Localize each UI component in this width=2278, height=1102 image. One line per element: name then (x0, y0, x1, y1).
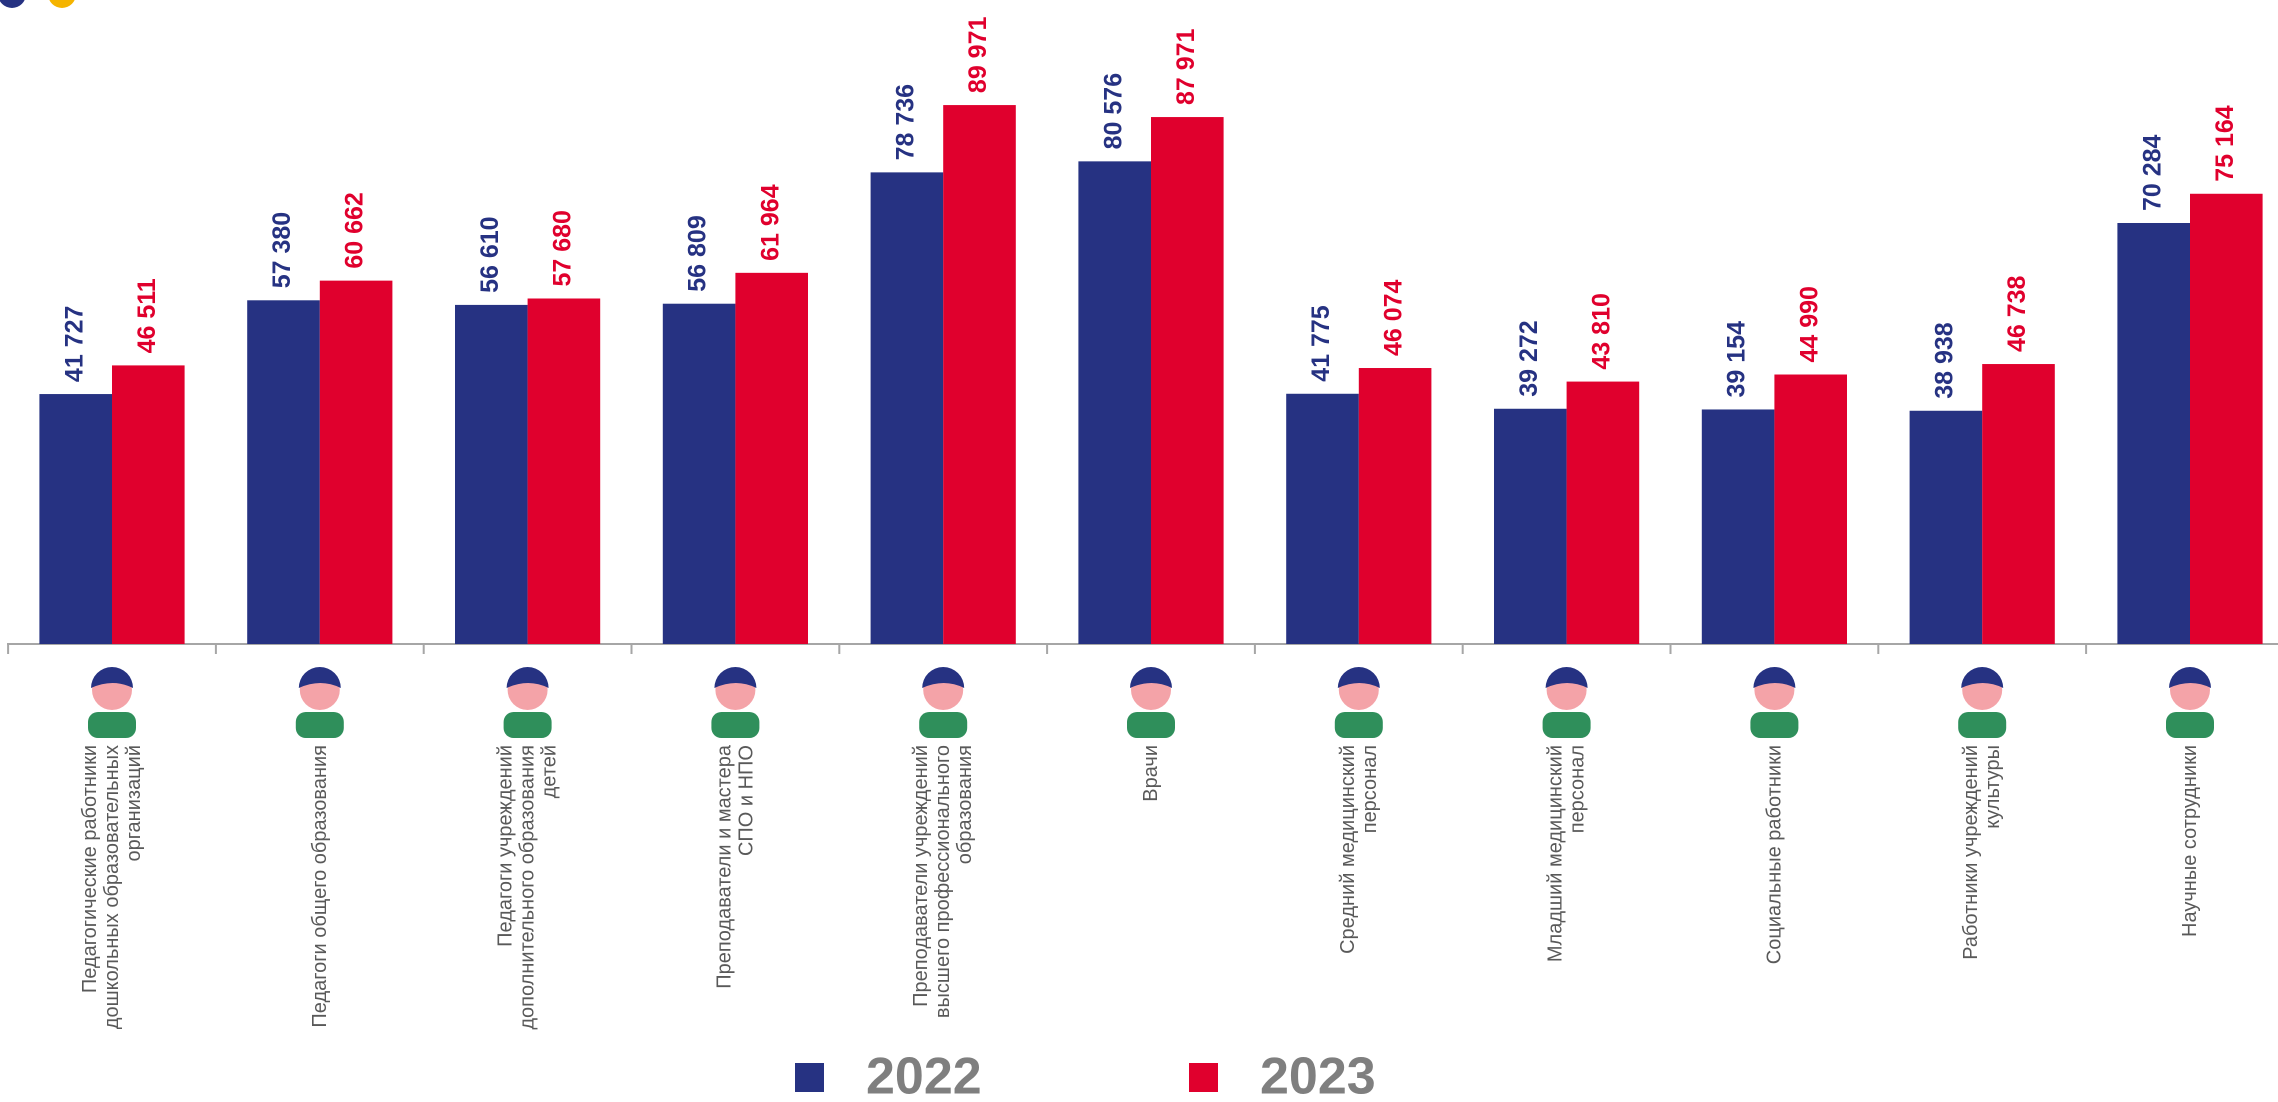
bar (1909, 410, 1983, 644)
value-label: 70 284 (2138, 134, 2166, 211)
category-icon (1958, 667, 2007, 738)
icon-body (1750, 712, 1799, 738)
value-label: 75 164 (2211, 105, 2239, 182)
x-tick-label: Преподаватели учреждений высшего професс… (910, 745, 977, 1019)
bar (735, 272, 808, 644)
icon-hair (1961, 667, 2004, 688)
icon-hair (1545, 667, 1588, 688)
icon-hair (506, 667, 549, 688)
x-tick-label: Средний медицинский персонал (1336, 745, 1381, 954)
category-icon (2166, 667, 2214, 738)
bar (1286, 393, 1359, 644)
bar (527, 298, 601, 644)
bar (1358, 368, 1432, 644)
logo (49, 0, 75, 8)
value-label: 39 272 (1515, 320, 1543, 396)
bar (662, 303, 736, 644)
icon-body (88, 712, 136, 738)
value-label: 39 154 (1723, 321, 1751, 398)
category-icon (1750, 667, 1799, 738)
value-label: 61 964 (756, 184, 784, 261)
x-tick-label: Работники учреждений культуры (1960, 745, 2005, 960)
icon-body (2166, 712, 2214, 738)
x-tick-label: Научные сотрудники (2179, 745, 2201, 937)
icon-hair (922, 667, 965, 688)
icon-hair (1337, 667, 1380, 688)
value-label: 43 810 (1588, 293, 1616, 369)
bar (319, 280, 393, 644)
category-icon (295, 667, 344, 738)
bar (1566, 381, 1640, 644)
category-icon (1542, 667, 1591, 738)
bar (1494, 408, 1567, 644)
bar (943, 105, 1016, 644)
value-label: 56 610 (476, 216, 504, 292)
category-icon (1127, 667, 1175, 738)
bar (2117, 222, 2190, 644)
legend-label: 2023 (1260, 1048, 1376, 1102)
x-tick-label: Преподаватели и мастера СПО и НПО (713, 745, 758, 989)
bar (455, 304, 528, 644)
x-tick-label: Социальные работники (1763, 745, 1786, 965)
value-label: 60 662 (341, 192, 369, 268)
legend-swatch (1189, 1063, 1218, 1092)
icon-hair (91, 667, 133, 688)
category-icon (1334, 667, 1383, 738)
value-label: 56 809 (684, 215, 712, 291)
x-tick-label: Педагоги общего образования (308, 745, 331, 1028)
value-label: 80 576 (1099, 73, 1127, 149)
value-label: 46 074 (1380, 279, 1408, 356)
bar (1774, 374, 1847, 644)
value-label: 57 380 (268, 212, 296, 288)
bar (2190, 193, 2263, 644)
bar (870, 172, 944, 645)
category-icon (88, 667, 136, 738)
bar (112, 365, 185, 644)
value-label: 46 738 (2003, 275, 2031, 352)
x-tick-label: Педагоги учреждений дополнительного обра… (494, 745, 561, 1030)
icon-body (1958, 712, 2007, 738)
icon-body (711, 712, 760, 738)
value-label: 38 938 (1931, 322, 1959, 399)
bar (1151, 117, 1224, 644)
bar (39, 394, 112, 644)
value-label: 87 971 (1172, 28, 1200, 105)
logo (0, 0, 25, 8)
bar (1982, 364, 2055, 644)
icon-body (919, 712, 968, 738)
value-label: 44 990 (1795, 286, 1823, 362)
icon-body (1542, 712, 1591, 738)
icon-hair (298, 667, 341, 688)
value-label: 78 736 (892, 84, 920, 160)
value-label: 57 680 (549, 210, 577, 286)
category-icon (503, 667, 552, 738)
icon-hair (714, 667, 757, 688)
bar (247, 300, 320, 644)
icon-body (1334, 712, 1383, 738)
icon-hair (1753, 667, 1796, 688)
icon-body (1127, 712, 1175, 738)
icon-body (295, 712, 344, 738)
bar (1701, 409, 1775, 644)
x-tick-label: Врачи (1140, 745, 1162, 802)
x-tick-label: Младший медицинский персонал (1544, 745, 1589, 963)
icon-hair (1130, 667, 1172, 688)
x-tick-label: Педагогические работники дошкольных обра… (79, 745, 145, 1030)
value-label: 41 775 (1307, 305, 1335, 382)
legend-swatch (795, 1063, 824, 1092)
category-icon (919, 667, 968, 738)
value-label: 41 727 (60, 306, 88, 382)
icon-hair (2169, 667, 2211, 688)
icon-body (503, 712, 552, 738)
value-label: 46 511 (133, 278, 161, 353)
category-icon (711, 667, 760, 738)
value-label: 89 971 (964, 17, 992, 94)
legend-label: 2022 (866, 1048, 982, 1102)
bar (1078, 161, 1151, 644)
